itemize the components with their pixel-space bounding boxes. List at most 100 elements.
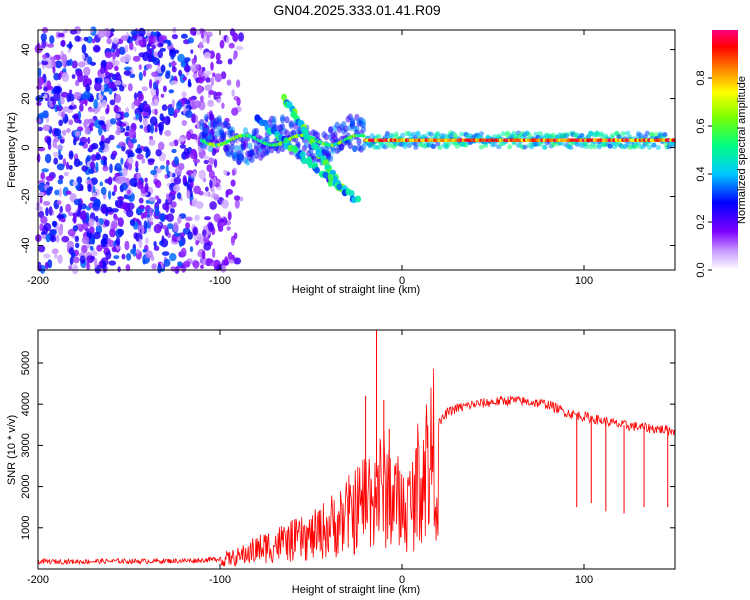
noise-cell — [194, 214, 200, 221]
noise-cell — [200, 95, 204, 103]
noise-cell — [164, 115, 171, 126]
noise-cell — [72, 216, 76, 223]
noise-cell — [150, 124, 155, 134]
noise-cell — [208, 222, 214, 232]
colorbar-tick-label: 0.6 — [695, 118, 707, 133]
noise-cell — [59, 138, 65, 144]
snr-panel: -200 -100 0 100 1000 2000 3000 4000 5000 Height… — [6, 329, 676, 596]
noise-cell — [170, 55, 175, 60]
noise-cell — [227, 211, 232, 221]
noise-cell — [58, 226, 64, 236]
noise-cell — [186, 130, 192, 141]
noise-cell — [138, 102, 145, 113]
noise-cell — [228, 258, 234, 264]
noise-cell — [190, 49, 194, 54]
noise-cell — [66, 128, 71, 133]
noise-cell — [185, 216, 193, 222]
noise-cell — [167, 223, 174, 230]
noise-cell — [95, 161, 99, 172]
noise-cell — [121, 182, 128, 191]
noise-cell — [109, 99, 116, 106]
noise-cell — [163, 258, 171, 267]
noise-cell — [141, 226, 145, 235]
noise-cell — [45, 207, 49, 217]
noise-cell — [209, 201, 217, 210]
noise-cell — [125, 149, 134, 156]
band-halo-cell — [227, 150, 233, 158]
noise-cell — [174, 49, 180, 54]
noise-cell — [153, 224, 162, 234]
noise-cell — [106, 37, 112, 45]
band-halo-cell — [662, 131, 668, 137]
noise-cell — [213, 158, 218, 168]
noise-cell — [108, 260, 117, 266]
noise-cell — [79, 103, 84, 112]
noise-cell — [115, 176, 123, 184]
noise-cell — [124, 240, 130, 251]
noise-cell — [41, 60, 49, 66]
band-halo-cell — [264, 136, 270, 144]
noise-cell — [73, 91, 82, 100]
noise-cell — [91, 192, 97, 198]
noise-cell — [185, 222, 191, 229]
noise-cell — [208, 157, 215, 164]
noise-cell — [37, 76, 45, 86]
noise-cell — [149, 116, 158, 126]
noise-cell — [160, 64, 166, 73]
noise-cell — [204, 216, 211, 221]
branch-cell — [314, 166, 320, 174]
band-halo-cell — [500, 131, 506, 137]
noise-cell — [60, 91, 69, 98]
noise-cell — [214, 73, 223, 83]
noise-cell — [153, 35, 158, 43]
noise-cell — [153, 98, 159, 105]
noise-cell — [173, 232, 181, 237]
noise-cell — [38, 67, 42, 78]
noise-cell — [52, 66, 56, 74]
noise-cell — [173, 184, 180, 193]
noise-cell — [167, 40, 172, 47]
colorbar-tick-label: 0.4 — [695, 166, 707, 181]
x-tick-label: -200 — [27, 275, 49, 287]
band-halo-cell — [203, 114, 209, 121]
noise-cell — [136, 153, 144, 160]
noise-cell — [156, 198, 162, 205]
noise-cell — [109, 163, 113, 174]
noise-cell — [166, 213, 175, 222]
noise-cell — [119, 85, 125, 92]
noise-cell — [81, 236, 90, 245]
noise-cell — [132, 247, 137, 257]
noise-cell — [84, 97, 88, 107]
noise-cell — [177, 53, 185, 63]
noise-cell — [170, 201, 177, 208]
noise-cell — [81, 222, 88, 230]
noise-cell — [171, 34, 178, 40]
snr-y-label: SNR (10 * v/v) — [6, 415, 18, 485]
noise-cell — [95, 153, 102, 160]
noise-cell — [91, 142, 99, 150]
noise-cell — [232, 55, 237, 61]
band-halo-cell — [382, 144, 388, 150]
band-halo-cell — [402, 144, 408, 150]
noise-cell — [209, 179, 213, 189]
noise-cell — [236, 97, 241, 106]
noise-cell — [233, 195, 241, 201]
noise-cell — [143, 111, 149, 116]
noise-cell — [154, 195, 160, 200]
noise-cell — [177, 261, 183, 267]
noise-cell — [151, 71, 160, 78]
y-tick-label: -40 — [20, 238, 32, 254]
band-halo-cell — [598, 133, 605, 139]
noise-cell — [40, 33, 47, 42]
noise-cell — [238, 32, 244, 42]
noise-cell — [72, 256, 80, 264]
noise-cell — [61, 235, 70, 243]
noise-cell — [96, 221, 100, 227]
noise-cell — [232, 32, 239, 42]
band-halo-cell — [275, 146, 281, 154]
noise-cell — [123, 66, 132, 71]
noise-cell — [239, 196, 244, 202]
noise-cell — [108, 72, 114, 78]
noise-cell — [184, 110, 193, 118]
noise-cell — [90, 154, 97, 162]
